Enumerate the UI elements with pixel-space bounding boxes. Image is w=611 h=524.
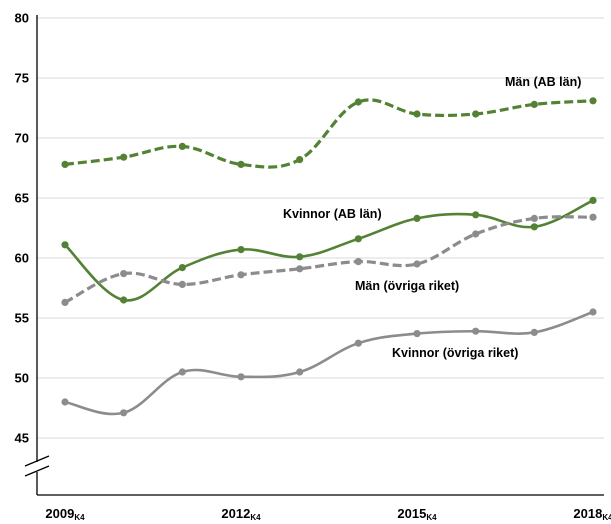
- point-kvinnor-ab-län-1: [120, 296, 128, 304]
- point-kvinnor-övriga-riket-2: [178, 368, 186, 376]
- point-män-ab-län-9: [589, 97, 597, 105]
- axis-break-mark-lower: [24, 465, 50, 477]
- y-tick-label-80: 80: [15, 11, 29, 26]
- point-kvinnor-övriga-riket-0: [61, 398, 69, 406]
- point-män-ab-län-1: [120, 153, 128, 161]
- y-tick-label-75: 75: [15, 71, 29, 86]
- point-kvinnor-övriga-riket-4: [296, 368, 304, 376]
- point-män-ab-län-0: [61, 160, 69, 168]
- y-tick-label-70: 70: [15, 131, 29, 146]
- point-män-övriga-riket-2: [178, 280, 186, 288]
- data-points: [61, 97, 597, 417]
- point-kvinnor-övriga-riket-3: [237, 373, 245, 381]
- y-tick-label-60: 60: [15, 251, 29, 266]
- point-män-ab-län-7: [472, 110, 480, 118]
- point-män-övriga-riket-3: [237, 271, 245, 279]
- point-kvinnor-ab-län-6: [413, 214, 421, 222]
- series-line-kvinnor-övriga-riket: [64, 310, 594, 416]
- point-kvinnor-ab-län-0: [61, 241, 69, 249]
- point-kvinnor-övriga-riket-7: [472, 327, 480, 335]
- point-män-övriga-riket-7: [472, 230, 480, 238]
- y-tick-label-55: 55: [15, 311, 29, 326]
- series-label-män-ab-län: Män (AB län): [505, 75, 581, 89]
- y-tick-label-50: 50: [15, 371, 29, 386]
- point-kvinnor-ab-län-5: [354, 235, 362, 243]
- point-kvinnor-ab-län-9: [589, 196, 597, 204]
- series-lines: [64, 98, 594, 416]
- point-män-övriga-riket-1: [120, 270, 128, 278]
- series-label-kvinnor-övriga-riket: Kvinnor (övriga riket): [392, 346, 518, 360]
- point-män-ab-län-8: [530, 100, 538, 108]
- series-label-män-övriga-riket: Män (övriga riket): [355, 279, 459, 293]
- series-labels: Män (AB län) Kvinnor (AB län) Män (övriga …: [283, 75, 581, 360]
- point-män-övriga-riket-8: [530, 214, 538, 222]
- series-label-kvinnor-ab-län: Kvinnor (AB län): [283, 207, 382, 221]
- point-män-ab-län-3: [237, 160, 245, 168]
- point-kvinnor-ab-län-4: [296, 253, 304, 261]
- point-män-övriga-riket-4: [296, 265, 304, 273]
- point-män-ab-län-2: [178, 142, 186, 150]
- point-kvinnor-ab-län-7: [472, 211, 480, 219]
- axis-break-gap: [25, 462, 49, 472]
- y-tick-label-45: 45: [15, 431, 29, 446]
- point-män-övriga-riket-6: [413, 260, 421, 268]
- series-line-män-ab-län: [64, 98, 594, 169]
- point-män-övriga-riket-9: [589, 213, 597, 221]
- point-kvinnor-övriga-riket-6: [413, 330, 421, 338]
- point-män-övriga-riket-0: [61, 298, 69, 306]
- point-män-ab-län-6: [413, 110, 421, 118]
- point-kvinnor-ab-län-3: [237, 246, 245, 254]
- x-tick-label-2009: 2009K4: [45, 506, 85, 522]
- point-kvinnor-övriga-riket-1: [120, 409, 128, 417]
- point-män-övriga-riket-5: [354, 258, 362, 266]
- point-kvinnor-övriga-riket-5: [354, 339, 362, 347]
- point-kvinnor-övriga-riket-9: [589, 308, 597, 316]
- axis-break-mark-upper: [24, 455, 50, 467]
- point-män-ab-län-5: [354, 98, 362, 106]
- axes: [24, 15, 604, 496]
- x-tick-label-2015: 2015K4: [397, 506, 437, 522]
- x-tick-label-2012: 2012K4: [221, 506, 261, 522]
- point-kvinnor-övriga-riket-8: [530, 328, 538, 336]
- series-line-män-övriga-riket: [64, 215, 594, 304]
- x-tick-labels: 2009K4 2012K4 2015K4 2018K4: [45, 506, 611, 522]
- x-tick-label-2018: 2018K4: [573, 506, 611, 522]
- point-män-ab-län-4: [296, 156, 304, 164]
- y-tick-label-65: 65: [15, 191, 29, 206]
- gridlines: [37, 17, 604, 439]
- point-kvinnor-ab-län-2: [178, 264, 186, 272]
- y-tick-labels: 45 50 55 60 65 70 75 80: [15, 11, 29, 446]
- point-kvinnor-ab-län-8: [530, 223, 538, 231]
